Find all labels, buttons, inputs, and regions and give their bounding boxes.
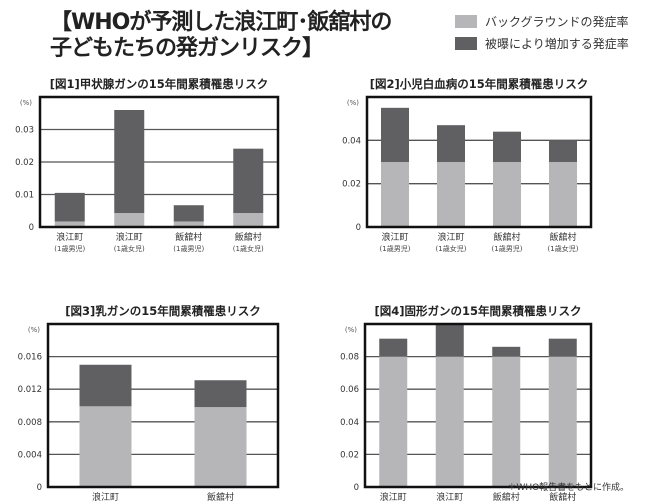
x-tick-label: 飯舘村 [235, 231, 262, 243]
y-tick-label: 0.02 [340, 450, 359, 460]
chart-frame [363, 322, 593, 489]
y-tick-label: 0.016 [18, 353, 42, 363]
chart-frame [365, 95, 593, 229]
bar-exposure-segment [492, 346, 521, 357]
legend-item-background: バックグラウンドの発症率 [455, 10, 629, 32]
legend-label: バックグラウンドの発症率 [485, 14, 629, 29]
bar-exposure-segment [194, 380, 247, 408]
y-tick-label: 0.02 [15, 158, 34, 168]
y-tick-label: 0.06 [340, 385, 359, 395]
bar-background-segment [173, 221, 204, 227]
x-tick-label: 飯舘村 [207, 491, 234, 501]
legend-swatch-light [455, 14, 477, 28]
x-tick-sublabel: (1歳女児) [436, 244, 467, 253]
y-axis-unit: (%) [347, 99, 359, 107]
y-tick-label: 0 [37, 483, 42, 493]
legend-label: 被曝により増加する発症率 [485, 36, 629, 51]
bar-exposure-segment [54, 192, 85, 222]
x-tick-sublabel: (1歳男児) [380, 244, 411, 253]
x-tick-label: 飯舘村 [175, 231, 202, 243]
chart-frame [38, 95, 280, 229]
chart-frame [46, 322, 280, 489]
y-tick-label: 0.008 [18, 418, 42, 428]
y-tick-label: 0.04 [342, 136, 361, 146]
bar-exposure-segment [437, 125, 465, 162]
x-tick-sublabel: (1歳女児) [233, 244, 264, 253]
x-tick-label: 浪江町 [437, 231, 464, 243]
bar-background-segment [79, 406, 132, 487]
x-tick-label: 浪江町 [56, 231, 83, 243]
x-tick-sublabel: (1歳男児) [54, 244, 85, 253]
chart-title: [図3]乳ガンの15年間累積罹患リスク [65, 304, 261, 318]
page-title: 【WHOが予測した浪江町･飯舘村の 子どもたちの発ガンリスク】 [50, 10, 392, 62]
x-tick-label: 浪江町 [381, 231, 408, 243]
bar-background-segment [493, 162, 521, 227]
bar-background-segment [435, 356, 464, 487]
bar-background-segment [437, 162, 465, 227]
x-tick-sublabel: (1歳男児) [492, 244, 523, 253]
x-tick-label: 飯舘村 [493, 491, 520, 501]
y-tick-label: 0 [356, 223, 361, 233]
bar-background-segment [549, 162, 577, 227]
y-axis-unit: (%) [20, 99, 32, 107]
legend-swatch-dark [455, 36, 477, 50]
y-axis-unit: (%) [345, 326, 357, 334]
title-line-1: 【WHOが予測した浪江町･飯舘村の [50, 10, 392, 35]
y-tick-label: 0.004 [18, 450, 42, 460]
bar-exposure-segment [493, 131, 521, 162]
bar-background-segment [54, 221, 85, 227]
bar-exposure-segment [549, 140, 577, 162]
chart-title: [図2]小児白血病の15年間累積罹患リスク [370, 77, 589, 91]
x-tick-label: 浪江町 [436, 491, 463, 501]
bar-background-segment [114, 213, 145, 227]
y-tick-label: 0.01 [15, 191, 34, 201]
y-tick-label: 0.012 [18, 385, 42, 395]
y-tick-label: 0.02 [342, 180, 361, 190]
x-tick-sublabel: (1歳女児) [114, 244, 145, 253]
chart-title: [図4]固形ガンの15年間累積罹患リスク [374, 304, 581, 318]
bar-exposure-segment [79, 364, 132, 407]
x-tick-label: 浪江町 [380, 491, 407, 501]
x-tick-sublabel: (1歳女児) [548, 244, 579, 253]
x-tick-label: 飯舘村 [549, 231, 576, 243]
legend: バックグラウンドの発症率 被曝により増加する発症率 [455, 10, 629, 54]
bar-exposure-segment [114, 110, 145, 214]
chart-title: [図1]甲状腺ガンの15年間累積罹患リスク [50, 77, 269, 91]
bar-background-segment [194, 407, 247, 487]
bar-background-segment [381, 162, 409, 227]
title-line-2: 子どもたちの発ガンリスク】 [50, 36, 324, 61]
legend-item-exposure: 被曝により増加する発症率 [455, 32, 629, 54]
bar-exposure-segment [548, 338, 577, 357]
bar-exposure-segment [381, 107, 409, 162]
x-tick-label: 飯舘村 [549, 491, 576, 501]
bar-background-segment [379, 356, 408, 487]
bar-exposure-segment [435, 324, 464, 357]
x-tick-label: 浪江町 [116, 231, 143, 243]
bar-background-segment [548, 356, 577, 487]
y-tick-label: 0.08 [340, 353, 359, 363]
x-tick-sublabel: (1歳男児) [173, 244, 204, 253]
y-tick-label: 0.03 [15, 126, 34, 136]
bar-background-segment [233, 213, 264, 227]
x-tick-label: 飯舘村 [493, 231, 520, 243]
footnote: ＊WHO報告書をもとに作成。 [507, 483, 629, 493]
y-tick-label: 0.04 [340, 418, 359, 428]
y-tick-label: 0 [354, 483, 359, 493]
bar-exposure-segment [379, 338, 408, 357]
x-tick-label: 浪江町 [92, 491, 119, 501]
bar-background-segment [492, 356, 521, 487]
y-tick-label: 0 [29, 223, 34, 233]
bar-exposure-segment [173, 205, 204, 222]
y-axis-unit: (%) [28, 326, 40, 334]
bar-exposure-segment [233, 148, 264, 214]
